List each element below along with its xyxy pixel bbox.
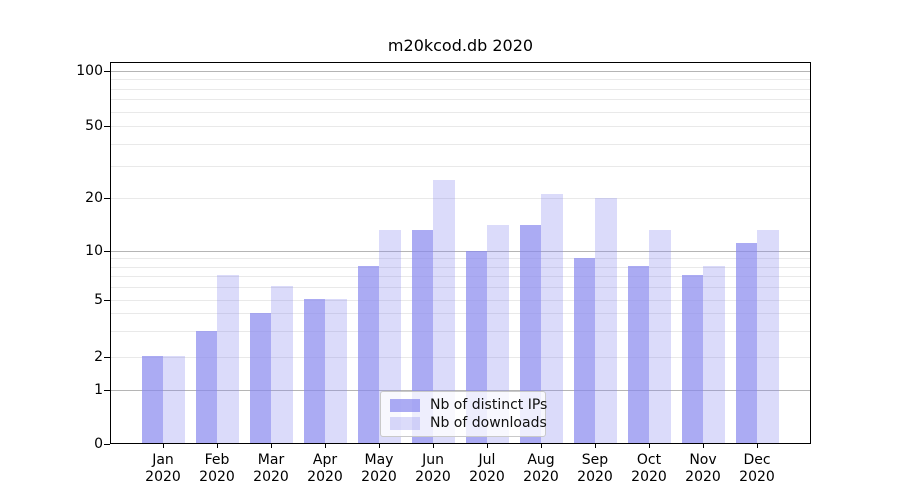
legend-label-distinct-ips: Nb of distinct IPs [430,397,548,413]
distinct-ips-swatch-icon [390,398,420,412]
y-tick [104,198,110,199]
bar-downloads-jun [433,179,455,443]
x-tick-label-aug: Aug 2020 [523,452,559,485]
y-tick-label: 50 [85,118,103,134]
x-tick [325,444,326,448]
minor-gridline [111,166,810,168]
bar-downloads-apr [325,299,347,443]
bar-downloads-dec [757,230,779,443]
x-tick-label-dec: Dec 2020 [739,452,775,485]
y-tick [104,443,110,445]
y-tick-label: 0 [94,435,103,452]
y-tick-label: 1 [94,381,103,398]
minor-gridline [111,198,810,199]
x-tick-label-jun: Jun 2020 [415,452,451,485]
y-tick [104,356,110,358]
x-tick [379,444,380,448]
bar-downloads-may [379,230,401,443]
x-tick-label-apr: Apr 2020 [307,452,343,485]
x-tick-label-oct: Oct 2020 [631,452,667,485]
x-tick-label-feb: Feb 2020 [199,452,235,485]
legend-item-distinct-ips: Nb of distinct IPs [390,397,547,413]
minor-gridline [111,88,810,90]
y-tick [104,251,110,252]
bar-downloads-sep [595,197,617,443]
bar-downloads-nov [703,266,725,443]
x-tick [271,444,272,448]
major-gridline [111,389,810,391]
x-tick [649,444,650,448]
minor-gridline [111,356,810,358]
y-tick [104,299,110,301]
y-tick [104,126,110,127]
bar-downloads-mar [271,286,293,443]
minor-gridline [111,126,810,127]
x-tick-label-jul: Jul 2020 [469,452,505,485]
bar-distinct-ips-may [357,266,379,443]
bar-distinct-ips-jun [411,230,433,443]
x-tick [163,444,164,448]
y-tick-label: 100 [76,63,103,79]
bar-downloads-aug [541,193,563,443]
y-tick [104,389,110,391]
x-tick-label-nov: Nov 2020 [685,452,721,485]
x-tick [757,444,758,448]
minor-gridline [111,266,810,268]
x-tick-label-sep: Sep 2020 [577,452,613,485]
bar-downloads-feb [217,275,239,443]
y-tick-label: 20 [85,190,103,206]
bar-distinct-ips-mar [249,312,271,443]
major-gridline [111,71,810,72]
minor-gridline [111,331,810,333]
minor-gridline [111,99,810,101]
x-tick [703,444,704,448]
y-tick [104,71,110,72]
bar-downloads-jul [487,224,509,443]
y-tick-label: 2 [94,348,103,365]
x-tick [433,444,434,448]
x-tick-label-mar: Mar 2020 [253,452,289,485]
bar-downloads-oct [649,230,671,443]
legend: Nb of distinct IPs Nb of downloads [380,391,547,437]
plot-area [110,62,811,444]
y-tick-label: 5 [94,291,103,308]
minor-gridline [111,79,810,81]
minor-gridline [111,111,810,113]
bar-distinct-ips-feb [195,330,217,443]
minor-gridline [111,275,810,277]
downloads-swatch-icon [390,416,420,430]
legend-item-downloads: Nb of downloads [390,415,547,431]
x-tick-label-may: May 2020 [361,452,397,485]
bar-distinct-ips-aug [519,224,541,443]
bar-distinct-ips-apr [303,299,325,443]
minor-gridline [111,143,810,145]
x-tick [217,444,218,448]
bar-distinct-ips-sep [573,257,595,443]
x-tick [541,444,542,448]
chart-title: m20kcod.db 2020 [387,36,534,55]
bar-distinct-ips-dec [735,243,757,443]
x-tick [487,444,488,448]
y-tick-label: 10 [85,243,103,259]
x-tick [595,444,596,448]
minor-gridline [111,286,810,288]
minor-gridline [111,299,810,301]
major-gridline [111,251,810,252]
bar-downloads-jan [163,356,185,443]
bar-distinct-ips-oct [627,266,649,443]
bar-distinct-ips-jan [141,356,163,443]
x-tick-label-jan: Jan 2020 [145,452,181,485]
bar-distinct-ips-nov [681,275,703,443]
legend-label-downloads: Nb of downloads [430,415,547,431]
minor-gridline [111,313,810,315]
minor-gridline [111,258,810,260]
